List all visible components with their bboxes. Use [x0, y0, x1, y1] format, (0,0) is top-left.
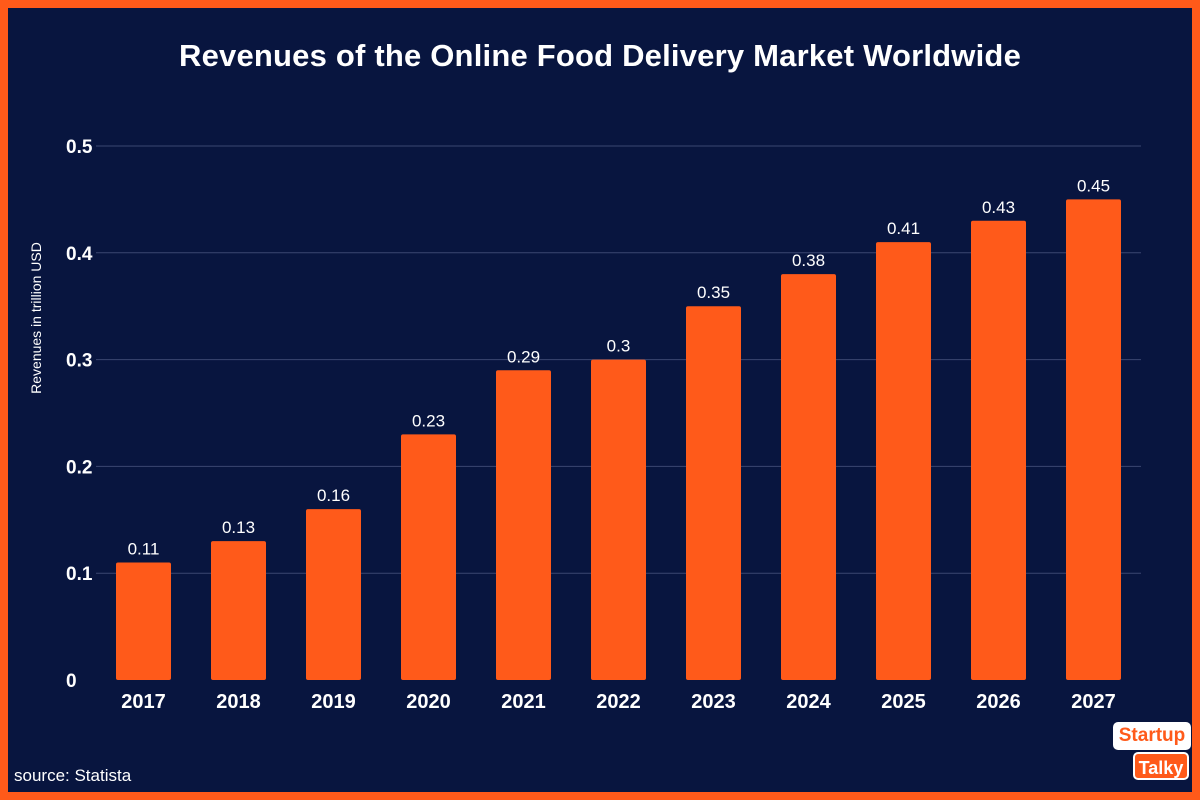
bar-value-label: 0.16: [317, 486, 350, 505]
bar: [686, 306, 741, 680]
y-tick-label: 0.4: [66, 244, 93, 265]
bar: [116, 562, 171, 680]
x-tick-label: 2025: [881, 691, 926, 713]
bar: [306, 509, 361, 680]
bar-value-label: 0.43: [982, 198, 1015, 217]
bar: [876, 242, 931, 680]
bar-value-label: 0.13: [222, 518, 255, 537]
bar-value-label: 0.45: [1077, 176, 1110, 195]
startup-talky-logo: Startup Talky: [1103, 722, 1193, 784]
x-tick-label: 2018: [216, 691, 261, 713]
bar: [1066, 199, 1121, 680]
x-tick-label: 2026: [976, 691, 1021, 713]
logo-line-1: Startup: [1113, 722, 1191, 750]
x-tick-label: 2017: [121, 691, 166, 713]
source-note: source: Statista: [14, 766, 132, 785]
bar-chart: 0 0.1 0.2 0.3 0.4 0.5 0.11 2017 0.13 2018 0.16 2019…: [66, 137, 1141, 713]
y-tick-label: 0.2: [66, 457, 92, 478]
x-tick-label: 2024: [786, 691, 831, 713]
x-tick-label: 2020: [406, 691, 451, 713]
bar: [211, 541, 266, 680]
bar-value-label: 0.41: [887, 219, 920, 238]
y-tick-label: 0.5: [66, 137, 93, 158]
bar: [591, 359, 646, 680]
bar-value-label: 0.29: [507, 347, 540, 366]
bar-value-label: 0.38: [792, 251, 825, 270]
bar: [496, 370, 551, 680]
logo-line-2: Talky: [1133, 752, 1189, 780]
y-tick-label: 0: [66, 671, 77, 692]
x-tick-label: 2022: [596, 691, 641, 713]
bar-value-label: 0.11: [128, 540, 160, 559]
bar-value-label: 0.23: [412, 411, 445, 430]
chart-title: Revenues of the Online Food Delivery Mar…: [178, 38, 1022, 73]
bar: [971, 220, 1026, 680]
x-tick-label: 2021: [501, 691, 546, 713]
y-tick-label: 0.3: [66, 351, 92, 372]
y-tick-label: 0.1: [66, 564, 93, 585]
chart-frame: Revenues of the Online Food Delivery Mar…: [8, 8, 1192, 792]
x-tick-label: 2019: [311, 691, 356, 713]
bar-value-label: 0.35: [697, 283, 730, 302]
bar: [401, 434, 456, 680]
x-tick-label: 2027: [1071, 691, 1116, 713]
x-tick-label: 2023: [691, 691, 736, 713]
bar-value-label: 0.3: [607, 337, 631, 356]
bar: [781, 274, 836, 680]
